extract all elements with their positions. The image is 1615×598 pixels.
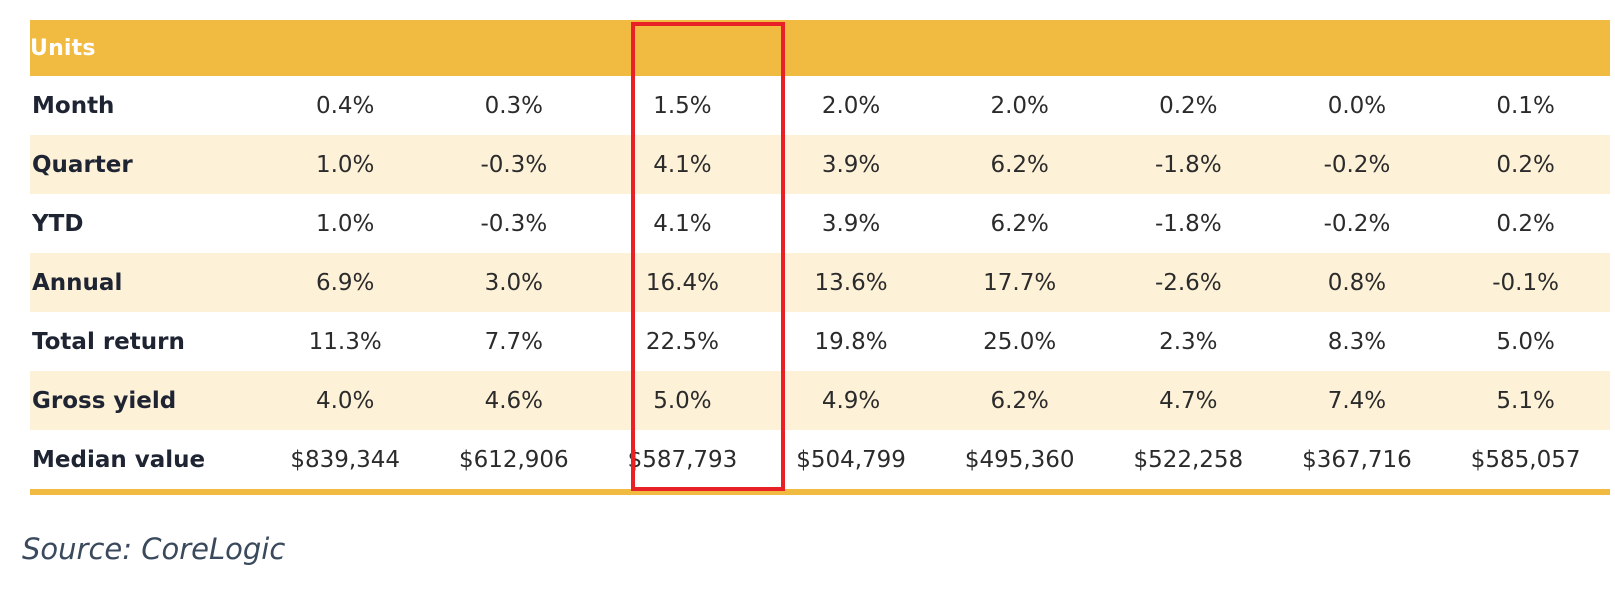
table-cell: $587,793: [598, 430, 767, 495]
table-header-row: Units: [30, 20, 1610, 76]
table-cell: $839,344: [260, 430, 430, 495]
table-cell: 7.7%: [484, 328, 544, 355]
table-cell: 1.0%: [315, 210, 375, 237]
table-cell: 2.3%: [1159, 328, 1218, 355]
table-cell: 3.0%: [429, 253, 599, 312]
row-label: Total return: [32, 328, 185, 355]
row-label: Annual: [30, 253, 261, 312]
units-table: Units Month 0.4% 0.3% 1.5% 2.0% 2.0% 0.2% 0.0% 0…: [30, 20, 1610, 495]
header-cell: [260, 20, 430, 76]
table-cell: 1.5%: [653, 92, 712, 119]
header-cell: [1272, 20, 1442, 76]
table-cell: -1.8%: [1154, 210, 1222, 237]
header-cell: [598, 20, 767, 76]
table-cell: $522,258: [1104, 430, 1273, 495]
table-cell: 5.0%: [598, 371, 767, 430]
row-label: Quarter: [30, 135, 261, 194]
table-cell: $612,906: [429, 430, 599, 495]
table-cell: 4.6%: [429, 371, 599, 430]
table-cell: -0.3%: [429, 135, 599, 194]
table-cell: 6.2%: [990, 210, 1049, 237]
table-cell: -0.2%: [1323, 210, 1391, 237]
table-cell: 6.9%: [260, 253, 430, 312]
table-cell: -2.6%: [1104, 253, 1273, 312]
table-cell: 11.3%: [308, 328, 382, 355]
table-cell: 6.2%: [935, 135, 1104, 194]
data-table-container: Units Month 0.4% 0.3% 1.5% 2.0% 2.0% 0.2% 0.0% 0…: [30, 20, 1610, 495]
table-cell: 16.4%: [598, 253, 767, 312]
table-body: Month 0.4% 0.3% 1.5% 2.0% 2.0% 0.2% 0.0% 0.1% Qua…: [30, 76, 1610, 495]
table-cell: 1.0%: [260, 135, 430, 194]
table-cell: 4.7%: [1104, 371, 1273, 430]
table-cell: 4.1%: [598, 135, 767, 194]
table-cell: 13.6%: [766, 253, 936, 312]
table-cell: 25.0%: [983, 328, 1057, 355]
table-row: YTD 1.0% -0.3% 4.1% 3.9% 6.2% -1.8% -0.2% 0.2%: [30, 194, 1610, 253]
row-label: Median value: [30, 430, 261, 495]
table-row: Median value $839,344 $612,906 $587,793 $504…: [30, 430, 1610, 495]
table-cell: 17.7%: [935, 253, 1104, 312]
table-cell: 7.4%: [1272, 371, 1442, 430]
table-cell: 19.8%: [814, 328, 888, 355]
table-cell: 6.2%: [935, 371, 1104, 430]
table-row: Total return 11.3% 7.7% 22.5% 19.8% 25.0% 2.3%…: [30, 312, 1610, 371]
table-cell: $504,799: [766, 430, 936, 495]
table-cell: $585,057: [1441, 430, 1610, 495]
table-cell: 2.0%: [821, 92, 881, 119]
table-cell: 0.2%: [1496, 210, 1555, 237]
table-cell: 0.4%: [315, 92, 375, 119]
table-cell: -0.3%: [480, 210, 548, 237]
header-cell: [429, 20, 599, 76]
table-cell: 4.9%: [766, 371, 936, 430]
header-cell: [766, 20, 936, 76]
table-cell: $495,360: [935, 430, 1104, 495]
table-cell: 0.2%: [1159, 92, 1218, 119]
table-row: Annual 6.9% 3.0% 16.4% 13.6% 17.7% -2.6% 0.8% -0…: [30, 253, 1610, 312]
header-cell: [935, 20, 1104, 76]
table-row: Quarter 1.0% -0.3% 4.1% 3.9% 6.2% -1.8% -0.2% 0.…: [30, 135, 1610, 194]
row-label: YTD: [32, 210, 84, 237]
table-cell: 5.0%: [1496, 328, 1555, 355]
header-cell: [1104, 20, 1273, 76]
table-row: Gross yield 4.0% 4.6% 5.0% 4.9% 6.2% 4.7% 7.4% 5…: [30, 371, 1610, 430]
table-cell: 3.9%: [821, 210, 881, 237]
table-cell: 0.8%: [1272, 253, 1442, 312]
row-label: Gross yield: [30, 371, 261, 430]
table-row: Month 0.4% 0.3% 1.5% 2.0% 2.0% 0.2% 0.0% 0.1%: [30, 76, 1610, 135]
table-cell: -1.8%: [1104, 135, 1273, 194]
table-cell: 8.3%: [1327, 328, 1387, 355]
table-cell: 2.0%: [990, 92, 1049, 119]
table-cell: -0.1%: [1441, 253, 1610, 312]
table-cell: 5.1%: [1441, 371, 1610, 430]
source-note: Source: CoreLogic: [22, 532, 286, 566]
table-header-label: Units: [30, 20, 261, 76]
table-cell: 0.2%: [1441, 135, 1610, 194]
header-cell: [1441, 20, 1610, 76]
table-cell: 0.1%: [1496, 92, 1555, 119]
row-label: Month: [32, 92, 115, 119]
table-cell: 4.0%: [260, 371, 430, 430]
table-cell: $367,716: [1272, 430, 1442, 495]
table-cell: 3.9%: [766, 135, 936, 194]
table-cell: 22.5%: [645, 328, 719, 355]
table-cell: 0.0%: [1327, 92, 1387, 119]
table-cell: 0.3%: [484, 92, 544, 119]
table-cell: 4.1%: [653, 210, 712, 237]
table-cell: -0.2%: [1272, 135, 1442, 194]
